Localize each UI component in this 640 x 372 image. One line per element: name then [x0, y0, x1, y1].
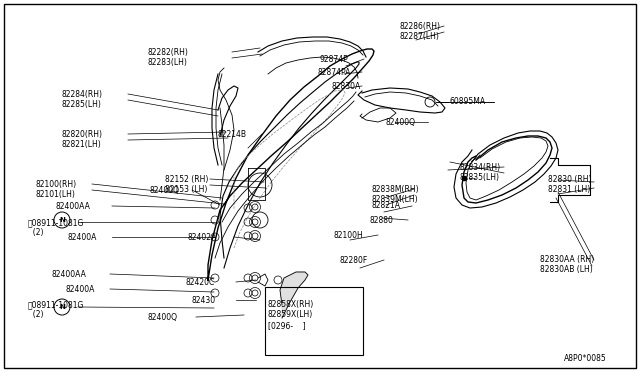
Text: 82400AA: 82400AA [52, 270, 87, 279]
Text: 82280F: 82280F [340, 256, 368, 265]
Text: 60895MA: 60895MA [450, 97, 486, 106]
Polygon shape [280, 272, 308, 318]
Text: 82830A: 82830A [332, 82, 361, 91]
Text: 82214B: 82214B [218, 130, 247, 139]
Text: 82880: 82880 [370, 216, 394, 225]
Text: 82400Q: 82400Q [148, 313, 178, 322]
Text: ⓝ08911-1081G
  (2): ⓝ08911-1081G (2) [28, 218, 84, 237]
Text: 82838M(RH)
82839M(LH): 82838M(RH) 82839M(LH) [372, 185, 420, 204]
Bar [265, 287, 363, 355]
Text: 92874P: 92874P [320, 55, 349, 64]
Text: 82152 (RH)
82153 (LH): 82152 (RH) 82153 (LH) [165, 175, 209, 195]
Text: 82834(RH)
82835(LH): 82834(RH) 82835(LH) [460, 163, 501, 182]
Text: N: N [59, 304, 65, 310]
Text: A8P0*0085: A8P0*0085 [564, 354, 607, 363]
Text: N: N [59, 217, 65, 223]
Text: 82858X(RH)
82859X(LH)
[0296-    ]: 82858X(RH) 82859X(LH) [0296- ] [268, 300, 314, 330]
Text: 82400A: 82400A [68, 233, 97, 242]
Text: 82286(RH)
82287(LH): 82286(RH) 82287(LH) [400, 22, 441, 41]
Text: 82284(RH)
82285(LH): 82284(RH) 82285(LH) [62, 90, 103, 109]
Text: 82430: 82430 [192, 296, 216, 305]
Text: 82820(RH)
82821(LH): 82820(RH) 82821(LH) [62, 130, 103, 150]
Text: 82402A: 82402A [188, 233, 217, 242]
Text: 82100(RH)
82101(LH): 82100(RH) 82101(LH) [35, 180, 76, 199]
Text: 82821A: 82821A [372, 201, 401, 210]
Text: 82400A: 82400A [65, 285, 94, 294]
Text: 82830 (RH)
82831 (LH): 82830 (RH) 82831 (LH) [548, 175, 591, 195]
Text: 82830AA (RH)
82830AB (LH): 82830AA (RH) 82830AB (LH) [540, 255, 595, 275]
Text: 82420C: 82420C [185, 278, 214, 287]
Text: 82282(RH)
82283(LH): 82282(RH) 82283(LH) [148, 48, 189, 67]
Text: 82400Q: 82400Q [150, 186, 180, 195]
Text: ⓝ08911-1081G
  (2): ⓝ08911-1081G (2) [28, 300, 84, 320]
Text: 82100H: 82100H [334, 231, 364, 240]
Text: 82400Q: 82400Q [385, 118, 415, 127]
Text: 82400AA: 82400AA [55, 202, 90, 211]
Text: 82874PA: 82874PA [318, 68, 351, 77]
